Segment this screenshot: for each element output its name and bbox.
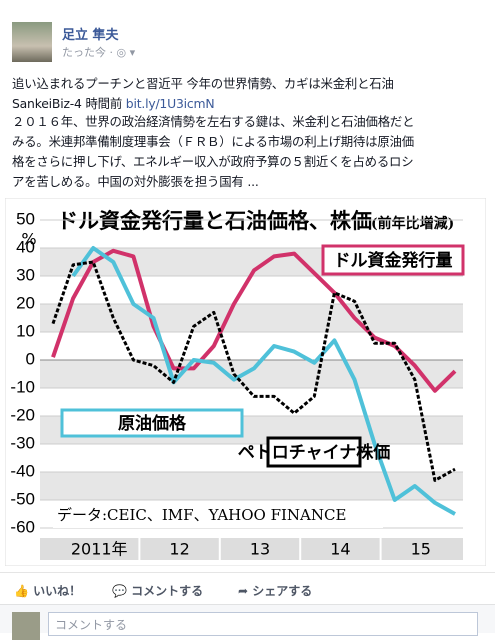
y-tick-label: -60 (10, 517, 35, 536)
legend-box (321, 244, 465, 276)
chart-subtitle: (前年比増減) (371, 215, 454, 232)
y-tick-label: 10 (16, 321, 35, 340)
source-line: SankeiBiz-4 時間前 bit.ly/1U3icmN (12, 94, 215, 112)
legend-label: ドル資金発行量 (334, 250, 453, 271)
body-line: アを苦しめる。中国の対外膨張を担う国有 ... (12, 174, 259, 189)
grid-band (40, 360, 463, 388)
grid-band (40, 304, 463, 332)
like-label[interactable]: いいね！ (33, 584, 82, 598)
legend-box (266, 436, 362, 468)
legend-label: 原油価格 (118, 413, 187, 434)
y-unit: % (21, 230, 36, 249)
legend-box (60, 408, 244, 438)
link[interactable]: bit.ly/1U3icmN (125, 96, 215, 111)
comment-avatar (12, 612, 40, 640)
headline: 追い込まれるプーチンと習近平 今年の世界情勢、カギは米金利と石油 (12, 76, 394, 91)
share-label[interactable]: シェアする (252, 584, 313, 598)
body-line: ２０１６年、世界の政治経済情勢を左右する鍵は、米金利と石油価格だと (12, 114, 415, 129)
timestamp[interactable]: たった今 · ◎ ▾ (62, 46, 136, 59)
x-tick-label: 13 (250, 540, 270, 559)
source-note: データ:CEIC、IMF、YAHOO FINANCE (57, 506, 346, 524)
comment-label[interactable]: コメントする (131, 584, 204, 598)
y-tick-label: 50 (16, 209, 35, 228)
series-line (51, 260, 456, 482)
x-tick-label: 12 (169, 540, 189, 559)
note-bg (53, 504, 383, 528)
y-tick-label: -20 (10, 405, 35, 424)
y-tick-label: 20 (16, 293, 35, 312)
chart: ドル資金発行量と石油価格、株価 (前年比増減) % 50 40 30 20 10 0 -10… (5, 198, 486, 566)
x-tick-label: 15 (411, 540, 431, 559)
comment-button[interactable]: 💬 コメントする (112, 584, 204, 598)
y-tick-label: -40 (10, 461, 35, 480)
y-tick-label: 30 (16, 265, 35, 284)
chart-title: ドル資金発行量と石油価格、株価 (57, 209, 372, 233)
legend-label: ペトロチャイナ株価 (238, 442, 391, 463)
series-line (71, 246, 456, 516)
comment-input[interactable]: コメントする (48, 612, 478, 636)
share-button[interactable]: ➦ シェアする (238, 584, 313, 598)
y-tick-label: -30 (10, 433, 35, 452)
x-tick-label: 2011年 (71, 540, 128, 559)
body-line: みる。米連邦準備制度理事会（ＦＲＢ）による市場の利上げ期待は原油価 (12, 134, 414, 149)
divider (0, 572, 495, 573)
y-tick-label: -10 (10, 377, 35, 396)
y-tick-label: 0 (26, 349, 35, 368)
x-tick-label: 14 (330, 540, 350, 559)
source: SankeiBiz-4 時間前 (12, 96, 123, 111)
like-button[interactable]: 👍 いいね！ (14, 584, 82, 598)
x-band (40, 538, 463, 560)
body-line: 格をさらに押し下げ、エネルギー収入が政府予算の５割近くを占めるロシ (12, 154, 414, 169)
bands (40, 219, 463, 529)
avatar[interactable] (12, 22, 52, 62)
author[interactable]: 足立 隼夫 (62, 28, 119, 43)
y-tick-label: 40 (16, 237, 35, 256)
y-tick-label: -50 (10, 489, 35, 508)
